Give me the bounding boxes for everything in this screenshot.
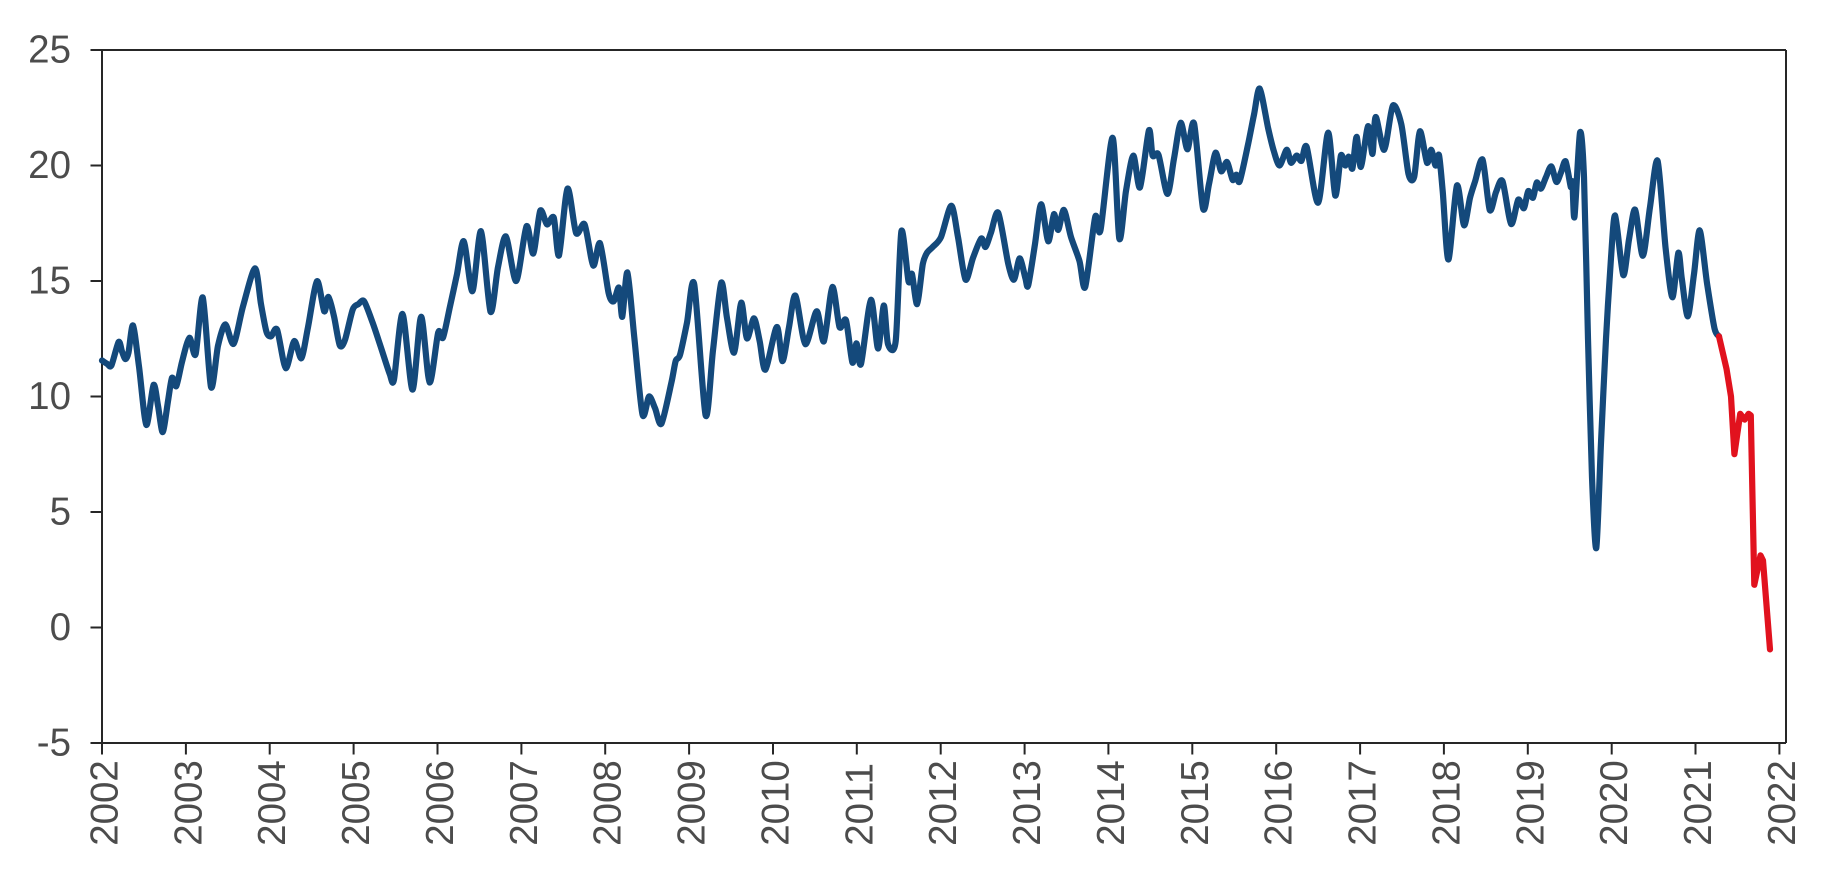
svg-text:2012: 2012: [922, 760, 965, 846]
svg-text:2009: 2009: [671, 760, 714, 846]
svg-text:2017: 2017: [1342, 760, 1385, 846]
svg-text:2008: 2008: [587, 760, 630, 846]
svg-text:2019: 2019: [1509, 760, 1552, 846]
svg-text:2010: 2010: [755, 760, 798, 846]
svg-text:2022: 2022: [1761, 760, 1804, 846]
svg-text:20: 20: [28, 144, 71, 187]
svg-text:2018: 2018: [1425, 760, 1468, 846]
svg-text:2016: 2016: [1258, 760, 1301, 846]
svg-text:15: 15: [28, 260, 71, 303]
svg-text:2011: 2011: [838, 763, 881, 846]
svg-text:2014: 2014: [1090, 760, 1133, 846]
svg-text:5: 5: [50, 491, 71, 534]
svg-text:-5: -5: [37, 722, 71, 765]
svg-text:2004: 2004: [251, 760, 294, 846]
svg-text:0: 0: [50, 606, 71, 649]
svg-text:10: 10: [28, 375, 71, 418]
svg-text:2020: 2020: [1593, 760, 1636, 846]
svg-text:2003: 2003: [167, 760, 210, 846]
svg-text:25: 25: [28, 29, 71, 72]
svg-text:2006: 2006: [419, 760, 462, 846]
svg-text:2007: 2007: [503, 760, 546, 846]
svg-text:2015: 2015: [1174, 760, 1217, 846]
svg-text:2005: 2005: [335, 760, 378, 846]
svg-text:2013: 2013: [1006, 760, 1049, 846]
svg-text:2021: 2021: [1677, 760, 1720, 846]
svg-text:2002: 2002: [84, 760, 127, 846]
